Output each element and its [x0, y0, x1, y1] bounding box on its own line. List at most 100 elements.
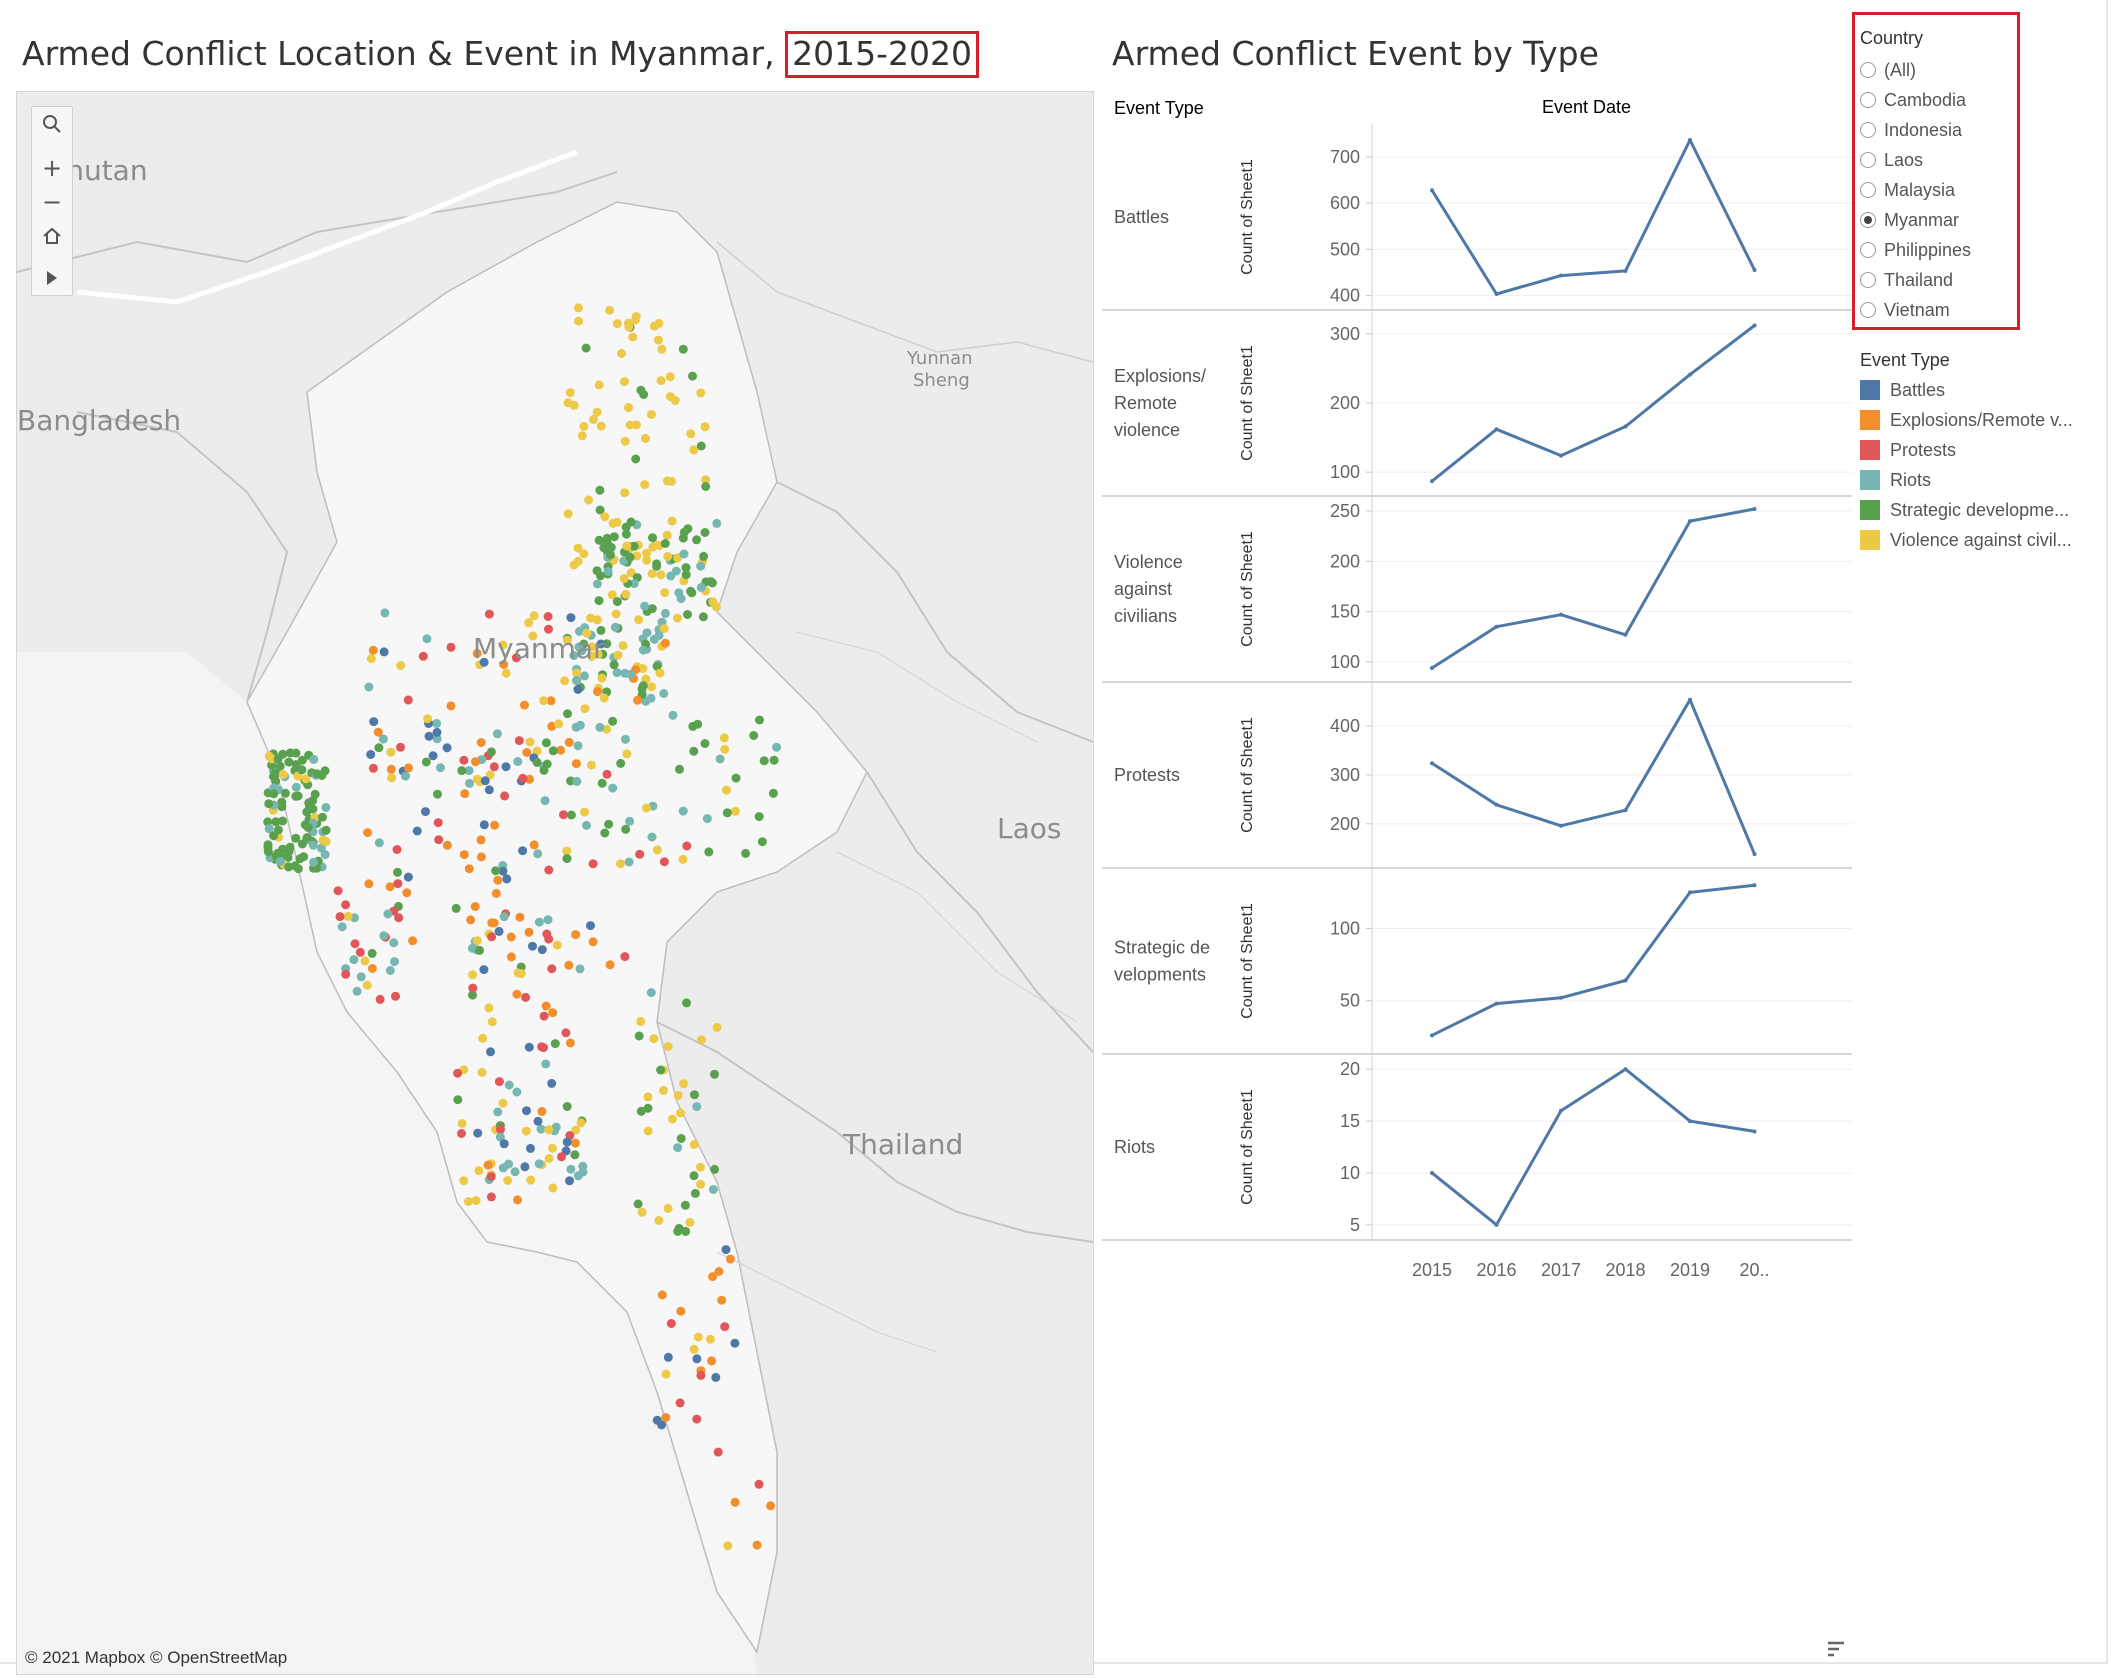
event-point[interactable] [611, 609, 621, 619]
event-point[interactable] [284, 862, 294, 872]
data-point[interactable] [1752, 268, 1757, 273]
radio-button[interactable] [1860, 92, 1876, 108]
data-point[interactable] [1430, 761, 1434, 766]
event-point[interactable] [686, 429, 696, 439]
event-point[interactable] [730, 1338, 740, 1348]
event-point[interactable] [730, 806, 740, 816]
event-point[interactable] [457, 1129, 466, 1138]
radio-button[interactable] [1860, 152, 1876, 168]
event-point[interactable] [460, 789, 470, 799]
event-point[interactable] [278, 816, 288, 826]
event-point[interactable] [263, 847, 273, 857]
event-point[interactable] [485, 770, 495, 780]
event-point[interactable] [725, 1254, 735, 1264]
event-point[interactable] [453, 1068, 463, 1078]
event-point[interactable] [468, 983, 478, 993]
event-point[interactable] [659, 857, 669, 867]
event-point[interactable] [367, 964, 377, 973]
event-point[interactable] [595, 485, 605, 495]
event-point[interactable] [673, 1143, 683, 1153]
data-point[interactable] [1559, 995, 1563, 1000]
event-point[interactable] [587, 642, 597, 652]
event-point[interactable] [692, 1102, 702, 1112]
event-point[interactable] [465, 778, 474, 788]
event-point[interactable] [647, 832, 657, 842]
event-point[interactable] [451, 903, 461, 913]
event-point[interactable] [606, 550, 615, 560]
event-point[interactable] [629, 579, 639, 589]
event-point[interactable] [757, 837, 767, 847]
event-point[interactable] [700, 422, 710, 432]
event-point[interactable] [374, 743, 384, 753]
event-point[interactable] [696, 561, 706, 571]
event-point[interactable] [512, 1087, 522, 1097]
event-point[interactable] [487, 918, 497, 928]
event-point[interactable] [483, 1160, 493, 1170]
event-point[interactable] [389, 938, 399, 948]
event-point[interactable] [564, 960, 574, 970]
event-point[interactable] [548, 1183, 558, 1193]
event-point[interactable] [418, 651, 428, 661]
event-point[interactable] [546, 696, 556, 706]
event-point[interactable] [638, 681, 648, 691]
event-point[interactable] [652, 845, 662, 855]
event-point[interactable] [513, 757, 523, 766]
event-point[interactable] [544, 934, 554, 944]
event-point[interactable] [636, 385, 646, 395]
event-point[interactable] [333, 886, 343, 896]
event-point[interactable] [656, 570, 666, 580]
event-point[interactable] [625, 420, 635, 430]
data-point[interactable] [1752, 323, 1757, 328]
legend-item[interactable]: Battles [1860, 376, 1945, 404]
event-point[interactable] [366, 654, 376, 664]
event-point[interactable] [537, 1042, 547, 1052]
event-point[interactable] [557, 1152, 566, 1162]
event-point[interactable] [309, 754, 319, 764]
event-point[interactable] [453, 1095, 463, 1105]
event-point[interactable] [698, 612, 708, 622]
event-point[interactable] [492, 729, 502, 739]
event-point[interactable] [393, 867, 402, 877]
event-point[interactable] [473, 1128, 483, 1138]
series-line[interactable] [1431, 883, 1755, 1037]
event-point[interactable] [642, 555, 652, 565]
event-point[interactable] [464, 864, 474, 874]
event-point[interactable] [486, 1192, 496, 1202]
event-point[interactable] [565, 1038, 575, 1048]
event-point[interactable] [548, 746, 558, 756]
zoom-in-button[interactable]: + [41, 154, 63, 182]
expand-toolbar-button[interactable] [32, 261, 72, 295]
event-point[interactable] [459, 850, 469, 860]
event-point[interactable] [301, 774, 311, 784]
event-point[interactable] [668, 710, 678, 720]
zoom-out-button[interactable]: − [41, 188, 63, 216]
event-point[interactable] [603, 567, 613, 576]
event-point[interactable] [596, 639, 606, 649]
event-point[interactable] [708, 1272, 718, 1282]
event-point[interactable] [472, 936, 482, 946]
legend-item[interactable]: Strategic developme... [1860, 496, 2069, 524]
event-point[interactable] [649, 321, 659, 331]
event-point[interactable] [472, 648, 482, 658]
event-point[interactable] [518, 773, 528, 783]
event-point[interactable] [576, 1118, 586, 1128]
event-point[interactable] [638, 645, 648, 655]
event-point[interactable] [636, 1106, 646, 1116]
event-point[interactable] [595, 505, 605, 515]
event-point[interactable] [363, 828, 373, 838]
event-point[interactable] [385, 882, 395, 892]
event-point[interactable] [663, 1203, 673, 1213]
event-point[interactable] [752, 1540, 762, 1550]
event-point[interactable] [572, 668, 582, 678]
event-point[interactable] [428, 751, 438, 761]
event-point[interactable] [487, 1017, 497, 1027]
event-point[interactable] [642, 628, 652, 638]
legend-item[interactable]: Protests [1860, 436, 1956, 464]
event-point[interactable] [575, 720, 585, 730]
event-point[interactable] [607, 590, 617, 600]
event-point[interactable] [581, 343, 591, 353]
event-point[interactable] [565, 1176, 574, 1186]
event-point[interactable] [464, 1197, 473, 1206]
data-point[interactable] [1688, 1119, 1692, 1124]
series-line[interactable] [1430, 138, 1756, 296]
